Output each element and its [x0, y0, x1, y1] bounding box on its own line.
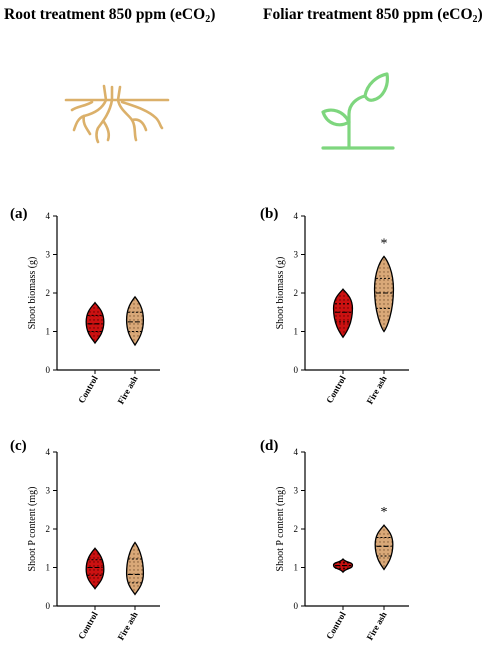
column-heading-root: Root treatment 850 ppm (eCO2) — [4, 6, 216, 25]
y-tick-label: 1 — [46, 327, 51, 337]
y-tick-label: 3 — [46, 486, 51, 496]
chart-panel-d: (d) 0 1 2 3 4 Shoot P content (mg) Control Fire … — [260, 438, 409, 642]
x-category-label: Control — [76, 374, 100, 405]
y-tick-label: 2 — [294, 524, 299, 534]
significance-star: * — [381, 236, 388, 251]
x-category-label: Control — [324, 374, 348, 405]
y-axis-label: Shoot biomass (g) — [27, 257, 38, 330]
y-tick-label: 4 — [46, 211, 51, 221]
y-tick-label: 3 — [46, 250, 51, 260]
violin-control — [85, 301, 105, 345]
y-tick-label: 4 — [294, 447, 299, 457]
y-axis-label: Shoot P content (mg) — [27, 487, 38, 572]
y-axis-label: Shoot P content (mg) — [275, 487, 286, 572]
x-category-label: Control — [324, 610, 348, 641]
y-axis-label: Shoot biomass (g) — [275, 257, 286, 330]
panel-label: (b) — [260, 206, 278, 222]
y-tick-label: 0 — [294, 601, 299, 611]
x-category-label: Fire ash — [365, 610, 389, 642]
x-category-label: Fire ash — [365, 374, 389, 406]
violin-fire-ash — [125, 541, 145, 596]
heading-foliar-close: ) — [477, 6, 483, 23]
column-heading-foliar: Foliar treatment 850 ppm (eCO2) — [263, 6, 483, 25]
heading-foliar-text: Foliar treatment 850 ppm (eCO — [263, 6, 473, 23]
chart-panel-c: (c) 0 1 2 3 4 Shoot P content (mg) Control Fire … — [10, 438, 160, 642]
y-tick-label: 0 — [294, 365, 299, 375]
heading-root-close: ) — [210, 6, 216, 23]
y-tick-label: 1 — [46, 563, 51, 573]
violin-fire-ash — [373, 255, 395, 333]
y-tick-label: 1 — [294, 563, 299, 573]
panel-label: (a) — [10, 206, 28, 222]
y-tick-label: 2 — [46, 524, 51, 534]
significance-star: * — [381, 505, 388, 520]
heading-root-subscript: 2 — [205, 14, 211, 25]
panel-label: (c) — [10, 438, 27, 454]
chart-panel-b: (b) 0 1 2 3 4 Shoot biomass (g) Control Fire ash… — [260, 206, 409, 406]
x-category-label: Control — [76, 610, 100, 641]
y-tick-label: 0 — [46, 601, 51, 611]
panel-label: (d) — [260, 438, 278, 454]
y-tick-label: 3 — [294, 250, 299, 260]
violin-control — [332, 288, 354, 339]
x-category-label: Fire ash — [116, 610, 140, 642]
y-tick-label: 1 — [294, 327, 299, 337]
heading-foliar-subscript: 2 — [472, 14, 478, 25]
y-tick-label: 2 — [294, 288, 299, 298]
y-tick-label: 2 — [46, 288, 51, 298]
heading-root-text: Root treatment 850 ppm (eCO — [4, 6, 206, 23]
roots-icon — [62, 84, 172, 146]
y-tick-label: 4 — [294, 211, 299, 221]
y-tick-label: 0 — [46, 365, 51, 375]
y-tick-label: 3 — [294, 486, 299, 496]
chart-panel-a: (a) 0 1 2 3 4 Shoot biomass (g) Control Fire ash — [10, 206, 160, 406]
x-category-label: Fire ash — [116, 374, 140, 406]
violin-fire-ash — [374, 524, 394, 571]
violin-control — [85, 547, 105, 590]
y-tick-label: 4 — [46, 447, 51, 457]
violin-fire-ash — [125, 295, 145, 347]
plant-sprout-icon — [315, 70, 395, 152]
